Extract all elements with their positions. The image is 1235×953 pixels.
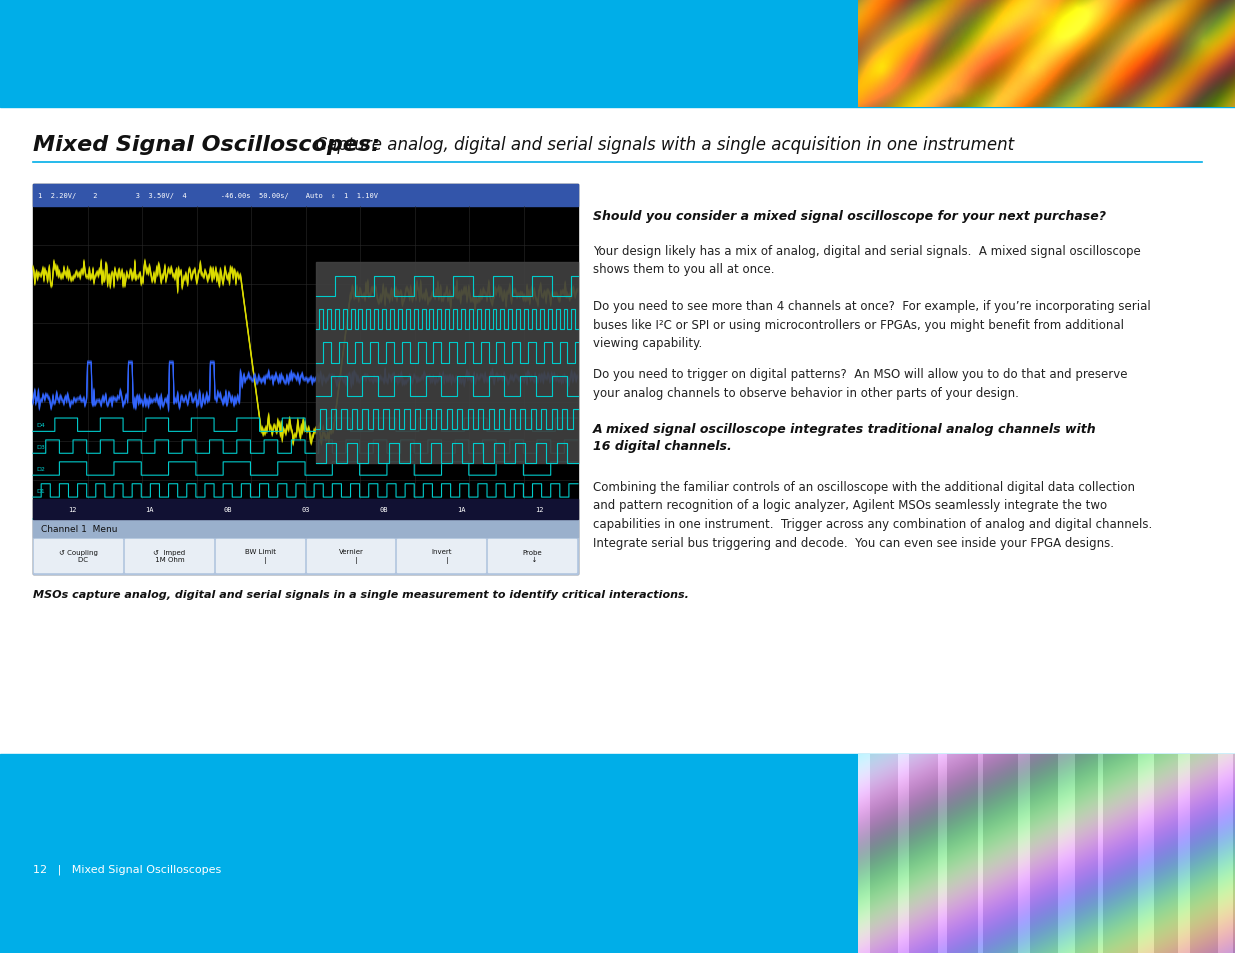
Text: D1: D1: [36, 489, 44, 494]
Text: 12: 12: [68, 506, 77, 513]
Text: ↺  Imped
 1M Ohm: ↺ Imped 1M Ohm: [153, 550, 185, 562]
Text: D2: D2: [36, 467, 44, 472]
Bar: [35, 539, 122, 573]
Text: Combining the familiar controls of an oscilloscope with the additional digital d: Combining the familiar controls of an os…: [593, 480, 1152, 549]
Text: Probe
  ↓: Probe ↓: [522, 550, 542, 562]
Text: BW Limit
     |: BW Limit |: [245, 549, 275, 563]
Bar: [33, 185, 578, 207]
Text: D4: D4: [36, 423, 44, 428]
Bar: [33, 499, 578, 519]
Text: Channel 1  Menu: Channel 1 Menu: [41, 524, 117, 533]
Bar: [125, 539, 212, 573]
Text: 0B: 0B: [379, 506, 388, 513]
Text: 1  2.20V/    2         3  3.50V/  4        -46.00s  50.00s/    Auto  ⇕  1  1.10V: 1 2.20V/ 2 3 3.50V/ 4 -46.00s 50.00s/ Au…: [38, 193, 378, 199]
Bar: [216, 539, 304, 573]
Bar: [0, 0, 1235, 108]
Bar: [33, 185, 578, 575]
Text: Capture analog, digital and serial signals with a single acquisition in one inst: Capture analog, digital and serial signa…: [305, 136, 1014, 153]
Text: ↺ Coupling
    DC: ↺ Coupling DC: [59, 550, 98, 562]
Bar: [316, 263, 578, 463]
Text: D3: D3: [36, 445, 44, 450]
Text: 12   |   Mixed Signal Oscilloscopes: 12 | Mixed Signal Oscilloscopes: [33, 863, 221, 874]
Bar: [398, 539, 485, 573]
Text: 1A: 1A: [457, 506, 466, 513]
Text: Should you consider a mixed signal oscilloscope for your next purchase?: Should you consider a mixed signal oscil…: [593, 210, 1107, 223]
Bar: [0, 754, 1235, 953]
Text: Invert
     |: Invert |: [431, 549, 452, 563]
Text: 1A: 1A: [146, 506, 154, 513]
Text: Mixed Signal Oscilloscopes:: Mixed Signal Oscilloscopes:: [33, 135, 380, 154]
Text: 03: 03: [301, 506, 310, 513]
Text: MSOs capture analog, digital and serial signals in a single measurement to ident: MSOs capture analog, digital and serial …: [33, 589, 689, 599]
Text: Your design likely has a mix of analog, digital and serial signals.  A mixed sig: Your design likely has a mix of analog, …: [593, 245, 1141, 276]
Text: 0B: 0B: [224, 506, 232, 513]
Bar: [33, 519, 578, 537]
Text: Do you need to trigger on digital patterns?  An MSO will allow you to do that an: Do you need to trigger on digital patter…: [593, 368, 1128, 399]
Text: Vernier
     |: Vernier |: [338, 549, 363, 563]
Text: A mixed signal oscilloscope integrates traditional analog channels with
16 digit: A mixed signal oscilloscope integrates t…: [593, 422, 1097, 453]
Bar: [33, 519, 578, 575]
Bar: [306, 539, 394, 573]
Text: 12: 12: [535, 506, 543, 513]
Text: D0: D0: [36, 511, 44, 516]
Bar: [488, 539, 576, 573]
Text: Do you need to see more than 4 channels at once?  For example, if you’re incorpo: Do you need to see more than 4 channels …: [593, 299, 1151, 350]
